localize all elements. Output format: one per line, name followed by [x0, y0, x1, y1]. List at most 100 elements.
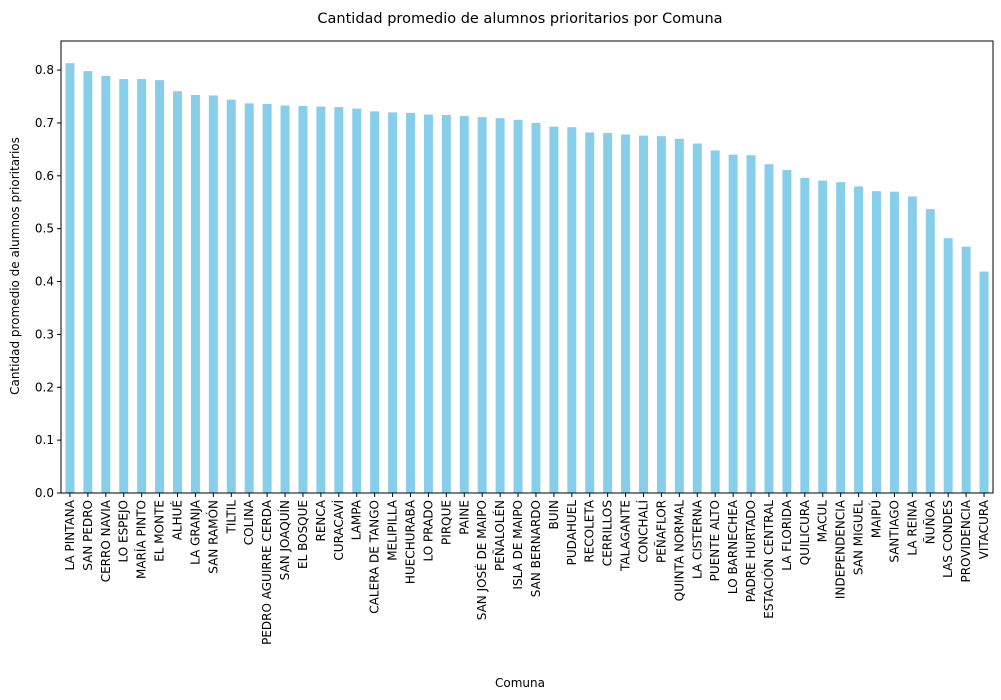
bar [621, 134, 631, 493]
x-tick-label: COLINA [242, 499, 256, 545]
x-tick-label: MELIPILLA [386, 499, 400, 561]
x-tick-label: MAIPÚ [869, 500, 884, 538]
bar [907, 196, 917, 493]
x-tick-label: SAN MIGUEL [852, 500, 866, 575]
bar [208, 95, 218, 493]
x-tick-label: INDEPENDENCIA [834, 499, 848, 599]
bar [764, 164, 774, 493]
bar [800, 177, 810, 493]
x-tick-label: TILTIL [224, 500, 238, 535]
x-tick-label: MARÍA PINTO [134, 500, 149, 579]
x-tick-label: RENCA [314, 499, 328, 541]
x-tick-label: PROVIDENCIA [959, 499, 973, 582]
x-tick-label: EL BOSQUE [296, 500, 310, 569]
x-tick-label: SAN JOSÉ DE MAIPO [474, 500, 489, 620]
bar [549, 126, 559, 494]
x-tick-label: PUENTE ALTO [708, 500, 722, 581]
bar [979, 271, 989, 493]
bar [298, 106, 308, 493]
x-axis-title: Comuna [495, 676, 545, 690]
bar [639, 135, 648, 493]
bar [262, 103, 272, 493]
x-tick-label: MACUL [816, 500, 830, 543]
bar [119, 79, 129, 493]
bar [603, 132, 613, 493]
x-tick-label: CERRO NAVIA [99, 499, 113, 582]
x-tick-label: ISLA DE MAIPO [511, 500, 525, 590]
x-tick-label: LO BARNECHEA [726, 499, 740, 594]
bar [316, 106, 326, 493]
bar [137, 79, 147, 493]
bar [585, 132, 595, 493]
bar [65, 63, 75, 493]
bar [692, 143, 702, 493]
bar [854, 186, 864, 493]
bar [83, 71, 93, 493]
x-tick-label: QUINTA NORMAL [672, 500, 686, 601]
x-tick-label: BUIN [547, 500, 561, 530]
x-tick-label: EL MONTE [153, 500, 167, 562]
x-tick-label: PEÑAFLOR [653, 500, 668, 563]
bar [925, 209, 935, 493]
bar [190, 94, 200, 494]
x-tick-label: RECOLETA [583, 499, 597, 562]
x-tick-label: LA REINA [905, 499, 919, 555]
x-tick-label: SANTIAGO [887, 500, 901, 563]
y-tick-label: 0.5 [35, 222, 54, 236]
x-tick-label: LA GRANJA [188, 499, 202, 565]
chart-title: Cantidad promedio de alumnos prioritario… [317, 11, 722, 27]
bar [406, 112, 415, 493]
bar [280, 105, 290, 493]
bar [441, 115, 451, 494]
y-tick-label: 0.2 [35, 380, 54, 394]
bar [656, 136, 666, 493]
y-tick-label: 0.8 [35, 63, 54, 77]
x-tick-label: PADRE HURTADO [744, 500, 758, 602]
bar [728, 154, 738, 493]
x-tick-label: VITACURA [977, 499, 991, 559]
bar [101, 75, 111, 493]
x-tick-label: CONCHALÍ [636, 500, 651, 563]
bar [836, 182, 846, 493]
x-tick-label: LA PINTANA [63, 499, 77, 570]
y-axis-title: Cantidad promedio de alumnos prioritario… [8, 137, 22, 395]
x-tick-label: LAS CONDES [941, 500, 955, 578]
x-tick-label: SAN BERNARDO [529, 500, 543, 597]
x-tick-label: LA CISTERNA [690, 499, 704, 579]
x-tick-label: PAINE [457, 500, 471, 535]
bar [477, 117, 487, 493]
bar [226, 99, 236, 494]
bar [173, 91, 182, 493]
bar [674, 138, 684, 494]
y-tick-label: 0.6 [35, 169, 54, 183]
bar [459, 116, 469, 494]
x-tick-label: SAN JOAQUÍN [277, 500, 292, 580]
y-tick-label: 0.7 [35, 116, 54, 130]
x-tick-label: CALERA DE TANGO [368, 500, 382, 614]
x-tick-label: PEDRO AGUIRRE CERDA [260, 499, 274, 645]
bar [155, 80, 165, 493]
x-tick-label: HUECHURABA [404, 499, 418, 584]
bar [746, 155, 756, 494]
bar [889, 191, 899, 493]
bar [531, 122, 541, 493]
x-axis: LA PINTANA SAN PEDRO CERRO NAVIA LO ESPEJO M… [63, 493, 991, 645]
x-tick-label: ALHUÉ [170, 500, 185, 540]
bar [334, 107, 344, 493]
bar [244, 103, 254, 493]
bar [818, 180, 828, 493]
bar [352, 108, 362, 493]
x-tick-label: LA FLORIDA [780, 499, 794, 570]
x-tick-label: TALAGANTE [619, 500, 633, 572]
bar [782, 169, 792, 493]
x-tick-label: CERRILLOS [601, 500, 615, 566]
x-tick-label: ÑUÑOA [922, 499, 937, 544]
bar [961, 246, 971, 493]
bar [513, 119, 523, 493]
y-tick-label: 0.1 [35, 433, 54, 447]
x-tick-label: CURACAVÍ [331, 500, 346, 561]
bar [567, 127, 577, 493]
bar [423, 114, 433, 494]
x-tick-label: SAN PEDRO [81, 500, 95, 571]
